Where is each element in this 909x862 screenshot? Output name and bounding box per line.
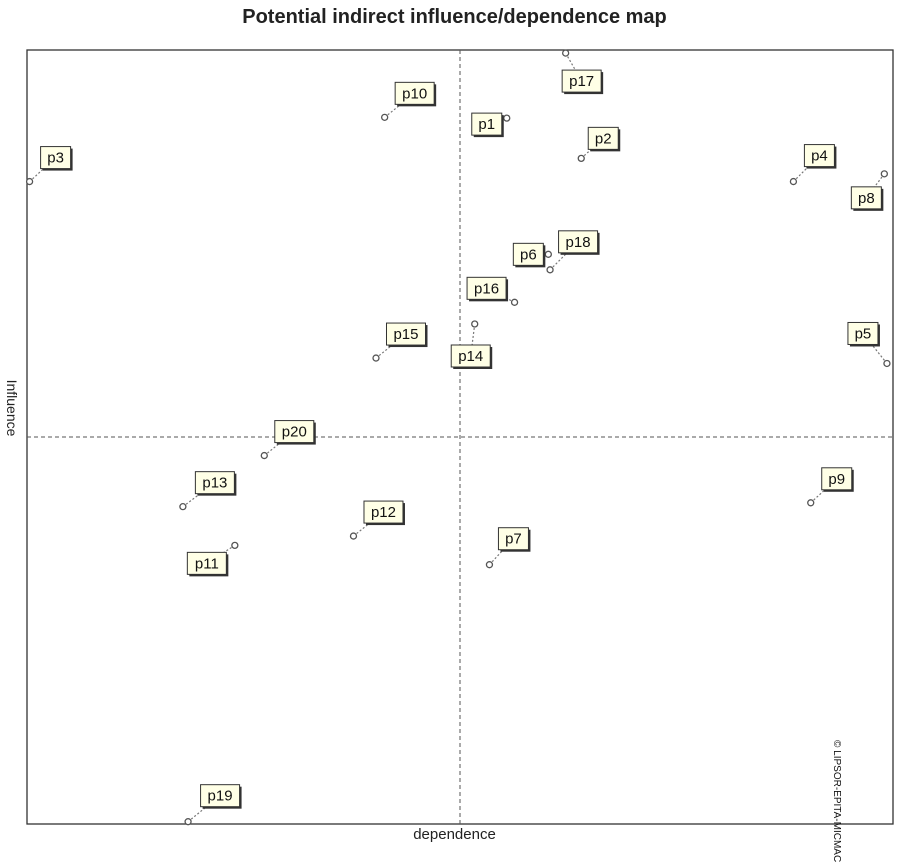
point-p13: p13 [179, 471, 237, 511]
point-label: p4 [811, 148, 828, 165]
point-label: p13 [202, 475, 227, 492]
point-p16: p16 [466, 276, 519, 306]
point-label: p1 [478, 116, 495, 133]
data-point-marker [577, 154, 585, 163]
point-label: p19 [208, 788, 233, 805]
label-box [850, 186, 882, 210]
label-box [200, 784, 241, 808]
point-p3: p3 [25, 146, 73, 186]
data-point-marker [381, 113, 389, 121]
label-box [803, 144, 835, 168]
point-p20: p20 [260, 420, 316, 460]
label-box [385, 322, 426, 346]
data-point-marker [503, 114, 511, 122]
data-point-marker [25, 177, 34, 186]
label-box [471, 112, 503, 136]
label-box [450, 344, 491, 368]
point-label: p11 [195, 555, 219, 572]
data-point-marker [372, 354, 380, 362]
label-box [558, 230, 599, 254]
label-box [394, 81, 435, 105]
label-box [40, 146, 72, 170]
label-box [194, 471, 235, 495]
point-p18: p18 [546, 230, 600, 274]
label-box [497, 527, 529, 551]
label-box [561, 69, 602, 93]
data-point-marker [510, 298, 519, 306]
leader-line [565, 52, 583, 82]
label-box [186, 551, 227, 575]
point-label: p5 [855, 325, 872, 342]
point-label: p17 [569, 73, 594, 90]
data-point-marker [260, 451, 268, 460]
point-label: p6 [520, 246, 537, 263]
point-label: p18 [566, 234, 591, 251]
point-label: p10 [402, 85, 427, 102]
point-p10: p10 [381, 81, 437, 121]
point-label: p7 [505, 531, 522, 548]
point-p5: p5 [847, 321, 891, 368]
label-box [847, 321, 879, 345]
data-point-marker [883, 359, 891, 368]
y-axis-label: Influence [4, 379, 20, 437]
data-point-marker [231, 541, 239, 550]
leader-line [470, 323, 476, 357]
label-box [587, 126, 619, 150]
data-point-marker [562, 49, 570, 57]
point-label: p14 [458, 348, 483, 365]
point-p6: p6 [512, 242, 552, 268]
data-point-marker [880, 170, 888, 178]
point-p19: p19 [184, 784, 242, 826]
point-p15: p15 [372, 322, 428, 362]
data-point-marker [184, 818, 192, 826]
point-label: p16 [474, 280, 499, 297]
x-axis-label: dependence [413, 826, 496, 843]
point-label: p12 [371, 504, 396, 521]
chart-title: Potential indirect influence/dependence … [242, 6, 667, 28]
point-p2: p2 [577, 126, 621, 163]
data-point-marker [179, 503, 187, 511]
point-p17: p17 [561, 49, 604, 95]
point-label: p15 [393, 326, 418, 343]
copyright-note: © LIPSOR-EPITA-MICMAC [831, 740, 842, 862]
data-point-marker [546, 266, 554, 274]
point-label: p3 [47, 150, 64, 167]
label-box [274, 420, 315, 444]
data-point-marker [485, 561, 494, 569]
data-point-marker [471, 320, 479, 328]
data-point-marker [349, 532, 358, 540]
label-box [363, 500, 404, 524]
point-label: p9 [828, 471, 845, 488]
point-label: p20 [282, 424, 307, 441]
label-box [466, 276, 507, 300]
points-layer: p1 p2 p3 p4 p5 p6 p7 p8 p9 p10 p11 p12 p13 p14 p15 p16 p… [25, 49, 891, 826]
point-label: p2 [595, 130, 612, 147]
data-point-marker [807, 499, 815, 507]
point-p4: p4 [789, 144, 837, 186]
data-point-marker [544, 250, 552, 258]
point-p14: p14 [450, 320, 493, 369]
point-p12: p12 [349, 500, 405, 540]
point-p11: p11 [186, 541, 239, 577]
label-box [512, 242, 544, 266]
label-box [821, 467, 853, 491]
point-p8: p8 [850, 170, 888, 211]
leader-line [486, 287, 515, 303]
point-p7: p7 [485, 527, 531, 569]
point-p1: p1 [471, 112, 511, 138]
point-label: p8 [858, 190, 875, 207]
data-point-marker [789, 177, 798, 186]
point-p9: p9 [807, 467, 854, 507]
